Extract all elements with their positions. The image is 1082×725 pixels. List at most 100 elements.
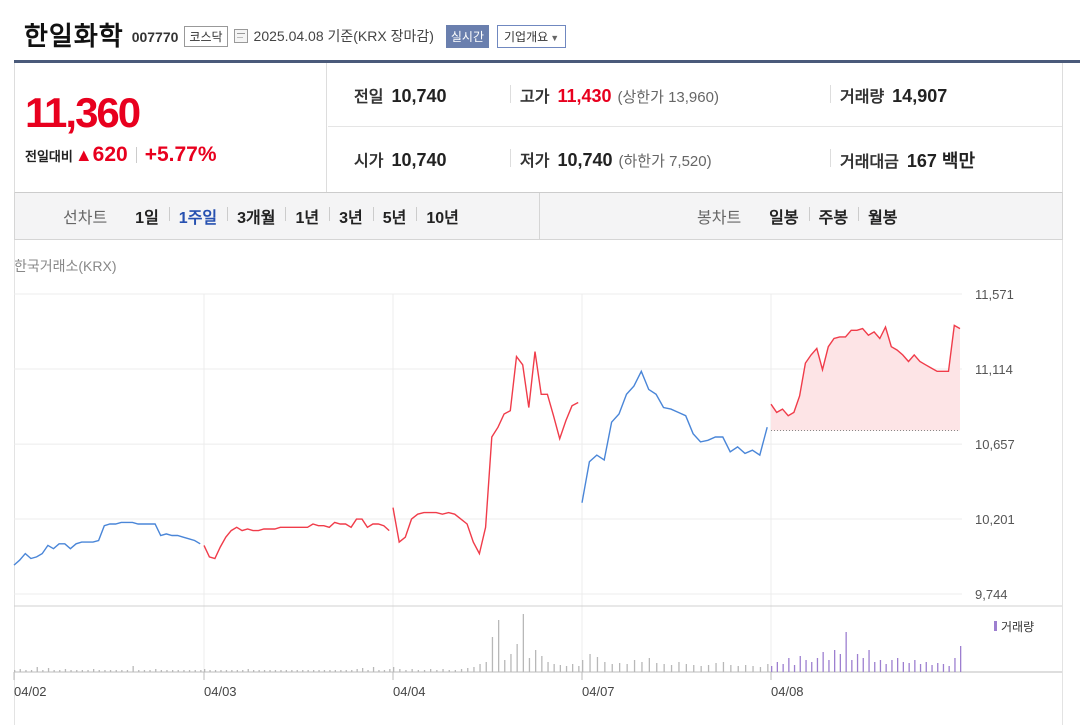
volume-bar [109, 670, 112, 672]
company-overview-button[interactable]: 기업개요 ▼ [497, 24, 567, 48]
volume-bar [467, 668, 469, 672]
x-tick-label: 04/07 [582, 684, 615, 699]
volume-bar [633, 660, 636, 672]
diff-percent: +5.77% [144, 143, 217, 166]
volume-bar [828, 660, 830, 672]
volume-bar [948, 666, 950, 672]
volume-bar [138, 670, 140, 672]
chevron-down-icon: ▼ [550, 32, 560, 43]
range-option[interactable]: 1주일 [168, 204, 227, 228]
volume-bar [516, 644, 518, 672]
volume-bar [399, 669, 401, 672]
volume-value: 14,907 [892, 86, 948, 106]
volume-bar [383, 670, 386, 672]
volume-bar [504, 660, 506, 672]
volume-bar [596, 657, 599, 672]
volume-bar [811, 662, 813, 672]
volume-bar [98, 670, 100, 672]
low-label: 저가 [520, 153, 550, 170]
volume-bar [541, 656, 543, 672]
range-option[interactable]: 1일 [135, 210, 159, 227]
volume-bar [285, 670, 287, 672]
volume-bar [155, 669, 157, 672]
low-value: 10,740 [557, 150, 613, 170]
volume-bar [908, 663, 910, 672]
volume-bar [745, 665, 747, 672]
volume-bar [937, 663, 939, 672]
volume-bar [183, 670, 185, 672]
volume-bar [834, 650, 836, 672]
candle-option[interactable]: 일봉 [769, 210, 799, 227]
volume: 거래량 14,907 [840, 83, 947, 107]
line-chart-ranges: 선차트 1일 1주일 3개월 1년 3년 5년 10년 [15, 193, 540, 239]
volume-bar [670, 665, 673, 672]
volume-bar [160, 670, 162, 672]
range-option[interactable]: 5년 [372, 204, 417, 228]
volume-bar [788, 658, 790, 672]
volume-bar [104, 670, 106, 672]
volume-bar [479, 664, 481, 672]
volume-bar [919, 664, 922, 672]
volume-bar [30, 670, 33, 672]
volume-bar [700, 666, 702, 672]
price-line-04-08 [770, 324, 961, 417]
high-price: 고가 11,430 (상한가 13,960) [520, 83, 719, 107]
range-option[interactable]: 3개월 [227, 204, 285, 228]
volume-bar [172, 670, 174, 672]
candle-option[interactable]: 주봉 [808, 204, 858, 228]
volume-bar [25, 670, 27, 672]
volume-bar [752, 666, 754, 672]
volume-bar [730, 665, 732, 672]
calendar-icon [233, 29, 248, 43]
info-divider [510, 85, 511, 103]
high-value: 11,430 [557, 86, 612, 106]
volume-bar [685, 664, 687, 672]
volume-bar [436, 670, 438, 672]
volume-bar [115, 670, 117, 672]
prev-close: 전일 10,740 [354, 83, 447, 107]
volume-bar [868, 650, 870, 672]
volume-bar [528, 658, 531, 672]
price-line-04-03 [203, 518, 390, 560]
volume-bar [204, 669, 206, 672]
range-option[interactable]: 3년 [329, 204, 373, 228]
area-fill [771, 325, 960, 431]
volume-bar [149, 670, 151, 672]
volume-bar [707, 665, 710, 672]
volume-bar [236, 670, 238, 672]
volume-bar [793, 665, 796, 672]
volume-bar [485, 662, 487, 672]
volume-bar [200, 670, 202, 672]
range-option[interactable]: 1년 [285, 204, 329, 228]
volume-bar [132, 666, 134, 672]
volume-bar [522, 614, 524, 672]
realtime-button[interactable]: 실시간 [445, 24, 490, 48]
volume-bar [771, 666, 773, 672]
volume-bar [885, 664, 887, 672]
volume-bar [274, 670, 277, 672]
volume-bar [851, 660, 853, 672]
volume-bar [862, 658, 864, 672]
volume-bar [559, 665, 561, 672]
volume-bar [641, 662, 643, 672]
volume-bar [430, 669, 432, 672]
volume-bar [253, 670, 255, 672]
volume-bar [498, 620, 500, 672]
range-option[interactable]: 10년 [416, 204, 469, 228]
volume-bar [64, 669, 67, 672]
volume-bar [954, 658, 956, 672]
volume-bar [53, 670, 55, 672]
volume-label: 거래량 [840, 89, 885, 106]
volume-bar [334, 670, 336, 672]
volume-bar [345, 670, 347, 672]
low-price: 저가 10,740 (하한가 7,520) [520, 147, 712, 171]
volume-bar [715, 663, 717, 672]
volume-bar [76, 670, 78, 672]
volume-bar [510, 654, 512, 672]
volume-bar [393, 667, 395, 672]
volume-bar [417, 670, 419, 672]
volume-bar [177, 670, 179, 672]
info-divider [510, 149, 511, 167]
candle-option[interactable]: 월봉 [858, 204, 907, 228]
lower-limit: (하한가 7,520) [618, 153, 712, 170]
